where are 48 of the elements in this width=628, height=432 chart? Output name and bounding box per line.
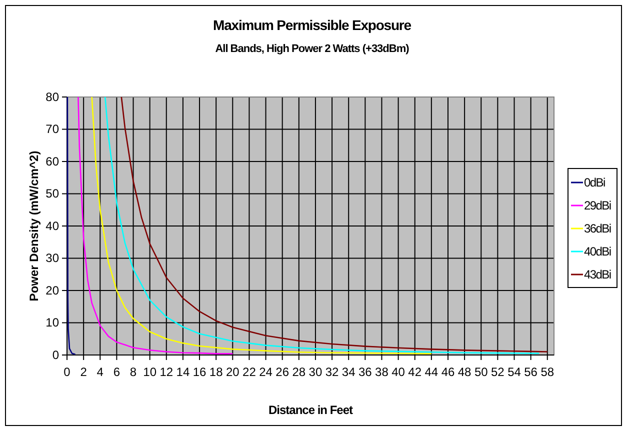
y-axis-title: Power Density (mW/cm^2) bbox=[27, 150, 41, 302]
x-tick-label: 8 bbox=[130, 365, 137, 380]
y-tick-label: 40 bbox=[46, 218, 60, 233]
x-tick-label: 16 bbox=[192, 365, 207, 380]
x-tick-label: 10 bbox=[143, 365, 157, 380]
x-tick-label: 52 bbox=[491, 365, 505, 380]
x-tick-label: 48 bbox=[458, 365, 472, 380]
y-tick-label: 20 bbox=[46, 283, 60, 298]
x-tick-label: 40 bbox=[392, 365, 406, 380]
y-tick-label: 30 bbox=[46, 251, 60, 266]
x-tick-label: 22 bbox=[242, 365, 256, 380]
x-tick-label: 14 bbox=[176, 365, 190, 380]
x-tick-label: 44 bbox=[424, 365, 438, 380]
legend-label: 43dBi bbox=[584, 268, 611, 282]
x-tick-label: 28 bbox=[292, 365, 306, 380]
x-tick-label: 46 bbox=[441, 365, 455, 380]
y-tick-label: 10 bbox=[46, 316, 60, 330]
x-tick-label: 32 bbox=[325, 365, 340, 380]
legend-label: 0dBi bbox=[584, 176, 605, 190]
chart-subtitle: All Bands, High Power 2 Watts (+33dBm) bbox=[215, 43, 410, 55]
x-tick-label: 0 bbox=[64, 365, 71, 380]
legend-label: 40dBi bbox=[584, 244, 611, 258]
x-tick-label: 4 bbox=[96, 365, 104, 380]
y-tick-label: 60 bbox=[46, 154, 60, 168]
y-tick-label: 70 bbox=[46, 122, 60, 136]
x-tick-label: 18 bbox=[209, 365, 224, 380]
y-tick-label: 50 bbox=[46, 186, 60, 201]
legend-label: 29dBi bbox=[584, 198, 611, 212]
x-tick-label: 36 bbox=[358, 365, 372, 380]
x-tick-label: 30 bbox=[308, 365, 322, 380]
x-tick-label: 20 bbox=[226, 365, 240, 380]
x-tick-label: 58 bbox=[540, 365, 554, 380]
chart-title: Maximum Permissible Exposure bbox=[213, 17, 412, 33]
x-tick-label: 50 bbox=[474, 365, 488, 380]
x-tick-label: 12 bbox=[160, 365, 174, 380]
x-tick-label: 38 bbox=[375, 365, 389, 380]
y-tick-label: 0 bbox=[52, 348, 60, 362]
x-tick-label: 24 bbox=[259, 365, 273, 380]
y-tick-label: 80 bbox=[46, 90, 60, 104]
x-tick-label: 6 bbox=[113, 365, 120, 380]
x-tick-label: 26 bbox=[276, 365, 290, 380]
x-axis-title: Distance in Feet bbox=[268, 403, 354, 417]
x-tick-label: 54 bbox=[508, 365, 522, 380]
x-tick-label: 2 bbox=[80, 365, 88, 380]
x-tick-label: 42 bbox=[408, 365, 422, 380]
x-tick-label: 34 bbox=[342, 365, 356, 380]
x-tick-label: 56 bbox=[524, 365, 538, 380]
legend-label: 36dBi bbox=[584, 222, 611, 236]
